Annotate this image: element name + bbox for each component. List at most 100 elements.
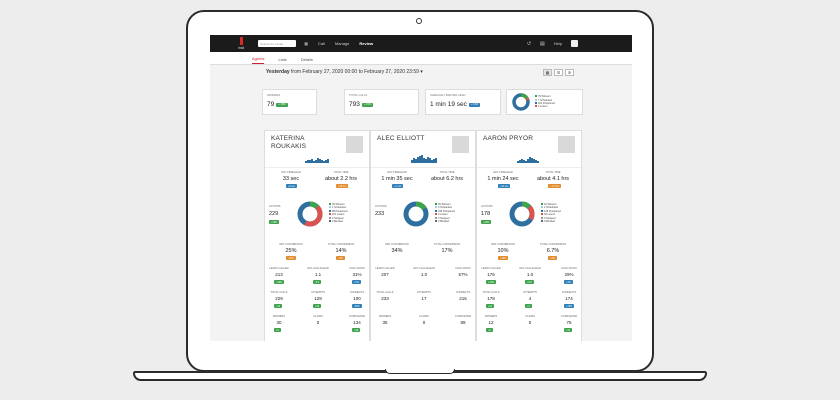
trend-badge: -0.0 — [313, 280, 322, 284]
metric-label: Winners — [272, 315, 286, 318]
tab-bar: Agents Lists Details — [210, 52, 632, 65]
agent-card[interactable]: AARON PRYOR Avg time/lead 1 min 24 sec +34 … — [476, 130, 582, 341]
agent-outcome-legend: 30 Winners 1 Scheduled 98 Postponed 101 Los… — [329, 203, 347, 223]
metric-label: Cold ratio — [349, 267, 365, 270]
search-input[interactable] — [258, 40, 297, 47]
legend-item: 0 Losers — [438, 213, 448, 217]
metric-label: Avg calls/lead — [307, 267, 329, 270]
metric-label: Connects — [455, 291, 471, 294]
metric-value: 31% — [352, 272, 362, 277]
legend-item: 0 Stopped — [544, 216, 556, 220]
agent-name: KATERINA ROUKAKIS — [271, 135, 307, 150]
metric-label: Connects — [349, 291, 365, 294]
summary-value: 793 — [349, 101, 360, 108]
activity-bar — [523, 160, 525, 163]
outcome-legend: 79 Winners 7 Scheduled 424 Postponed 3 L… — [535, 95, 555, 109]
metric-value: 1.0 — [526, 272, 534, 277]
user-avatar[interactable] — [571, 40, 578, 47]
activity-bar — [417, 157, 419, 163]
legend-item: 0 Stopped — [438, 216, 450, 220]
activity-bar — [309, 160, 311, 163]
trend-badge: -40% — [352, 304, 362, 308]
date-filter[interactable]: Yesterday from February 27, 2020 00:00 t… — [266, 69, 423, 75]
metric-value: 29% — [564, 272, 574, 277]
activity-bar — [429, 158, 431, 163]
activity-bar — [323, 161, 325, 163]
tab-lists[interactable]: Lists — [278, 57, 287, 62]
trend-badge: +14 — [486, 304, 495, 308]
metric-label: Avg time/lead — [387, 171, 407, 174]
activity-sparkline — [305, 155, 329, 163]
trend-badge: +19% — [269, 220, 280, 224]
trend-badge: +4% — [564, 280, 573, 284]
metric-value: 229 — [269, 211, 279, 217]
nav-call[interactable]: Call — [318, 41, 325, 46]
metric-label: Net conversion — [385, 243, 409, 246]
nav-review[interactable]: Review — [359, 41, 374, 46]
avatar — [452, 136, 469, 153]
activity-bar — [315, 160, 317, 163]
metric-label: Total conversion — [433, 243, 461, 246]
tab-agents[interactable]: Agents — [252, 56, 265, 64]
legend-item: 0 Blocked — [438, 220, 449, 224]
activity-bar — [535, 160, 537, 163]
chevron-down-icon: ▾ — [420, 69, 423, 75]
activity-bar — [531, 158, 533, 163]
trend-badge: +13% — [498, 256, 509, 260]
agent-card[interactable]: ALEC ELLIOTT Avg time/lead 1 min 35 sec +1 … — [370, 130, 476, 341]
activity-bar — [327, 159, 329, 163]
trend-badge: -13% — [286, 256, 296, 260]
grid-view-button[interactable]: ▦ — [543, 69, 552, 76]
help-link[interactable]: Help — [553, 41, 562, 46]
list-view-button[interactable]: ☰ — [554, 69, 563, 76]
metric-value: 57% — [458, 272, 468, 277]
legend-item: 0 Blocked — [544, 220, 555, 224]
activity-bar — [325, 160, 327, 163]
trend-badge: +0.0 — [525, 280, 534, 284]
app-logo[interactable]: insit — [238, 37, 244, 50]
legend-item: 98 Postponed — [332, 209, 348, 213]
history-icon[interactable]: ↺ — [526, 40, 532, 47]
calendar-icon[interactable]: ▤ — [540, 40, 545, 47]
metric-value: 178 — [481, 211, 491, 217]
grid-icon[interactable]: ▦ — [304, 41, 309, 46]
legend-item: 30 Winners — [332, 203, 345, 206]
agent-card[interactable]: KATERINA ROUKAKIS Avg time/lead 33 sec +9 s… — [264, 130, 370, 341]
trend-badge: +3 — [486, 328, 493, 332]
metric-value: 0 — [528, 320, 532, 325]
metric-value: 1 min 35 sec — [381, 176, 413, 182]
metric-label: Total calls — [270, 291, 288, 294]
agent-outcome-legend: 35 Winners 0 Scheduled 198 Postponed 0 Lose… — [435, 203, 455, 223]
tab-details[interactable]: Details — [300, 57, 313, 62]
trend-badge: +15% — [564, 304, 575, 308]
trend-badge: +18 — [352, 328, 361, 332]
trend-badge: + 15% — [361, 102, 374, 107]
legend-item: 101 Losers — [332, 213, 345, 217]
activity-bar — [517, 161, 519, 163]
metric-label: Cold ratio — [455, 267, 471, 270]
activity-sparkline — [517, 155, 539, 163]
metric-value: 1.0 — [420, 272, 428, 277]
legend-item: 0 Scheduled — [438, 206, 452, 210]
activity-bar — [521, 159, 523, 163]
metric-value: 6.7% — [546, 248, 560, 254]
metric-label: Avg time/lead — [281, 171, 301, 174]
metric-value: about 4.1 hrs — [536, 176, 570, 182]
activity-bar — [433, 159, 435, 163]
nav-manage[interactable]: Manage — [334, 41, 350, 46]
metric-label: Attempts — [417, 291, 431, 294]
settings-gear-icon[interactable]: ✲ — [565, 69, 574, 76]
summary-outcomes: 79 Winners 7 Scheduled 424 Postponed 3 L… — [506, 89, 583, 115]
metric-label: Total time — [545, 171, 561, 174]
metric-label: Total conversion — [327, 243, 355, 246]
activity-bar — [419, 156, 421, 163]
logo-mark-icon — [239, 37, 243, 45]
metric-label: Leads called — [481, 267, 501, 270]
metric-value: 25% — [285, 248, 297, 254]
activity-bar — [431, 160, 433, 163]
trend-badge: +3% — [548, 256, 557, 260]
activity-bar — [317, 158, 319, 163]
metric-label: Connects — [561, 291, 577, 294]
metric-value: about 6.2 hrs — [430, 176, 464, 182]
metric-value: 4 — [528, 296, 532, 301]
